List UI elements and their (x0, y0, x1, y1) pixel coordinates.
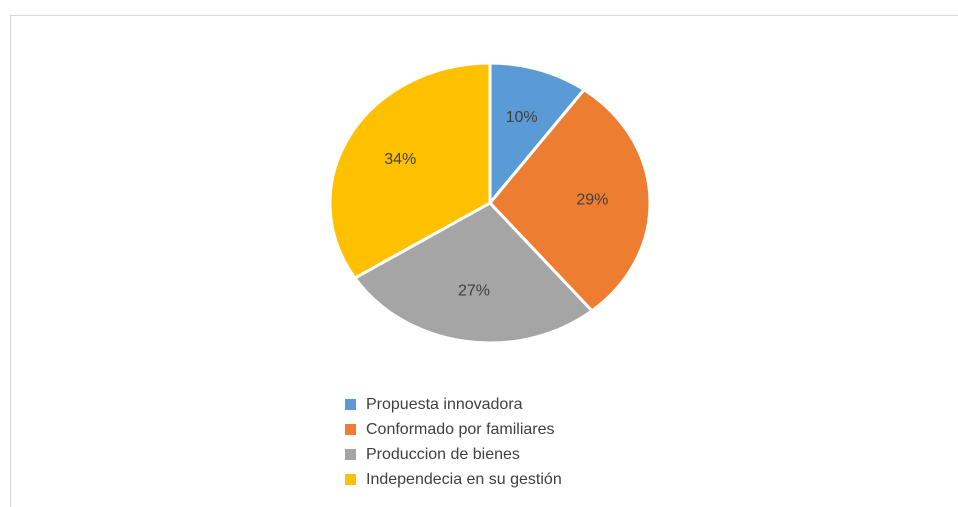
pie-slice (352, 201, 595, 345)
pie-slice (488, 61, 587, 208)
legend-label: Propuesta innovadora (366, 396, 523, 413)
legend-label: Produccion de bienes (366, 446, 520, 463)
data-label: 34% (384, 151, 416, 168)
legend-swatch (345, 449, 356, 460)
pie-slice (487, 87, 652, 313)
legend-swatch (345, 424, 356, 435)
legend-swatch (345, 399, 356, 410)
legend-label: Independecia en su gestión (366, 471, 562, 488)
data-label: 10% (506, 109, 538, 126)
data-label: 27% (458, 283, 490, 300)
legend-swatch (345, 474, 356, 485)
data-label: 29% (576, 191, 608, 208)
pie-slice (328, 61, 492, 280)
legend-label: Conformado por familiares (366, 421, 555, 438)
